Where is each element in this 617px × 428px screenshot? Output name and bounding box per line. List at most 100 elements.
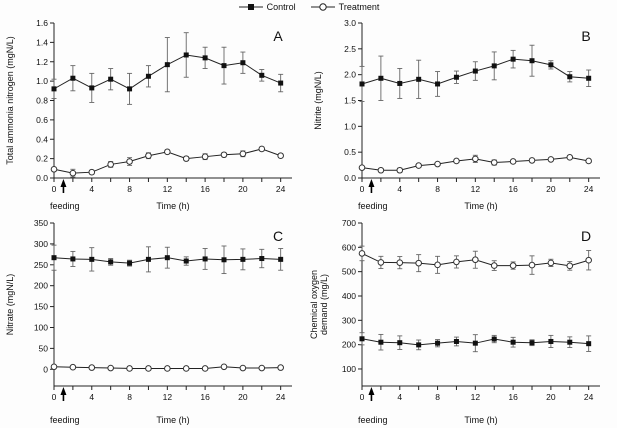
x-axis-ticks: 0 4 8 12 16 20 24 [52,386,286,402]
x-axis-label: Time (h) [156,201,189,211]
treatment-data-point [239,150,247,158]
control-data-point [164,62,170,68]
y-axis-label: Total ammonia nitrogen (mgN/L) [5,36,15,165]
control-data-point [529,340,535,346]
panel-letter: B [581,28,590,44]
x-tick-label: 8 [435,184,440,194]
treatment-data-point [358,164,366,171]
feeding-label: feeding [50,415,80,425]
x-tick-label: 12 [471,392,481,402]
treatment-data-point [453,258,460,266]
control-data-point [145,256,151,262]
x-tick-label: 16 [508,184,518,194]
control-data-point [278,256,284,262]
y-axis-label: Nitrite (mgN/L) [313,71,323,130]
y-tick-label: 2.5 [344,44,356,54]
series-treatment [50,363,284,372]
x-axis-ticks: 0 4 8 12 16 20 24 [360,386,594,402]
treatment-data-point [377,166,385,174]
feeding-label: feeding [50,201,80,211]
y-tick-label: 200 [342,340,356,350]
control-data-point [51,255,57,261]
treatment-data-point [434,261,441,269]
treatment-data-point [164,148,171,156]
series-control [359,44,592,102]
x-axis-label: Time (h) [464,201,497,211]
axes [361,223,600,387]
legend-item-treatment: Treatment [310,2,379,12]
control-data-point [108,76,114,82]
treatment-data-point [358,250,366,257]
y-tick-label: 200 [34,281,48,291]
control-data-point [416,76,422,82]
y-axis-label: Nitrate (mgN/L) [5,274,15,336]
treatment-data-point [377,259,385,266]
x-tick-label: 16 [200,392,210,402]
treatment-data-point [182,365,190,372]
y-axis-ticks: 0.0 0.5 1.0 1.5 2.0 2.5 3.0 [344,18,362,183]
x-tick-label: 4 [89,392,94,402]
control-data-point [586,75,592,81]
x-tick-label: 16 [200,184,210,194]
treatment-data-point [220,151,228,159]
treatment-data-point [453,157,460,165]
series-treatment [358,154,592,174]
control-data-point [359,81,365,87]
x-tick-label: 20 [238,184,248,194]
control-data-point [510,56,516,62]
treatment-data-point [107,161,114,168]
control-data-point [221,257,227,263]
x-axis-ticks: 0 4 8 12 16 20 24 [360,178,594,194]
treatment-data-point [547,259,555,267]
y-axis-label: Chemical oxygendemand (mg/L) [309,270,329,339]
feeding-arrow-icon [368,387,375,395]
y-tick-label: 0.8 [36,96,48,106]
treatment-data-point [566,262,574,270]
control-data-point [586,341,592,347]
treatment-data-point [472,155,479,163]
y-tick-label: 600 [342,242,356,252]
y-tick-label: 150 [34,302,48,312]
series-control [51,32,284,105]
y-tick-label: 300 [342,315,356,325]
treatment-data-point [145,365,152,372]
series-control [51,244,284,275]
treatment-data-point [396,166,404,174]
control-data-point [378,75,384,81]
control-data-point [145,73,151,79]
y-tick-label: 0.5 [344,147,356,157]
treatment-line-circle-marker-icon [310,3,335,11]
y-tick-label: 3.0 [344,18,356,28]
y-axis-ticks: 100 200 300 400 500 600 700 [342,218,362,374]
treatment-data-point [415,259,422,267]
control-data-point [378,339,384,345]
x-tick-label: 24 [276,184,286,194]
x-tick-label: 20 [546,184,556,194]
treatment-data-point [126,365,133,372]
x-tick-label: 12 [471,184,481,194]
feeding-arrow-icon [60,387,67,395]
x-axis-ticks: 0 4 8 12 16 20 24 [52,178,286,194]
control-data-point [397,80,403,86]
y-tick-label: 500 [342,267,356,277]
feeding-annotation: feeding [358,179,388,211]
feeding-label: feeding [358,201,388,211]
treatment-data-point [258,364,266,372]
y-tick-label: 0.2 [36,154,48,164]
treatment-data-point [566,154,574,161]
control-data-point [491,63,497,69]
y-axis-ticks: 0 50 100 150 200 250 300 350 [34,218,54,374]
control-data-point [183,258,189,264]
x-tick-label: 0 [360,392,365,402]
feeding-annotation: feeding [358,387,388,425]
y-tick-label: 250 [34,260,48,270]
control-data-point [416,342,422,348]
x-axis-label: Time (h) [464,415,497,425]
treatment-data-point [182,155,190,162]
error-bars [51,32,284,105]
y-tick-label: 0.4 [36,134,48,144]
panel-grid: 0.0 0.2 0.4 0.6 0.8 1.0 1.2 1.4 1.6 0 4 8 12 16 20 24 Ti… [0,14,617,428]
treatment-data-point [88,364,96,371]
treatment-data-point [145,152,152,160]
x-tick-label: 0 [52,184,57,194]
